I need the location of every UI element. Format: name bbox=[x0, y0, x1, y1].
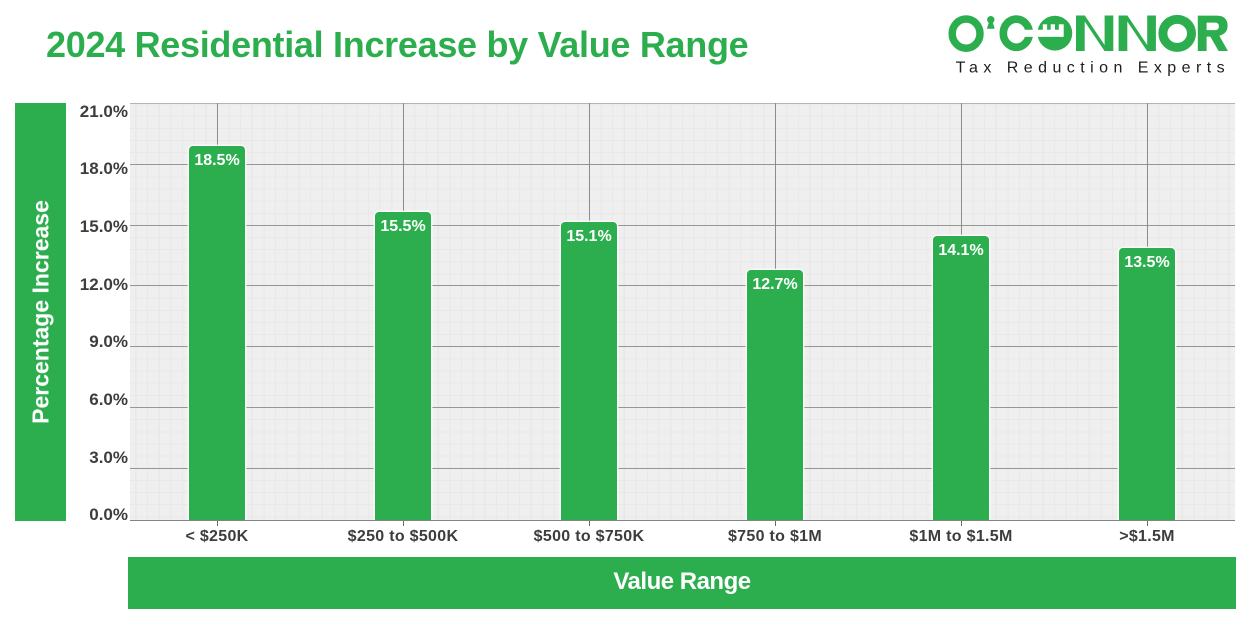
svg-text:Tax Reduction Experts: Tax Reduction Experts bbox=[956, 60, 1231, 77]
